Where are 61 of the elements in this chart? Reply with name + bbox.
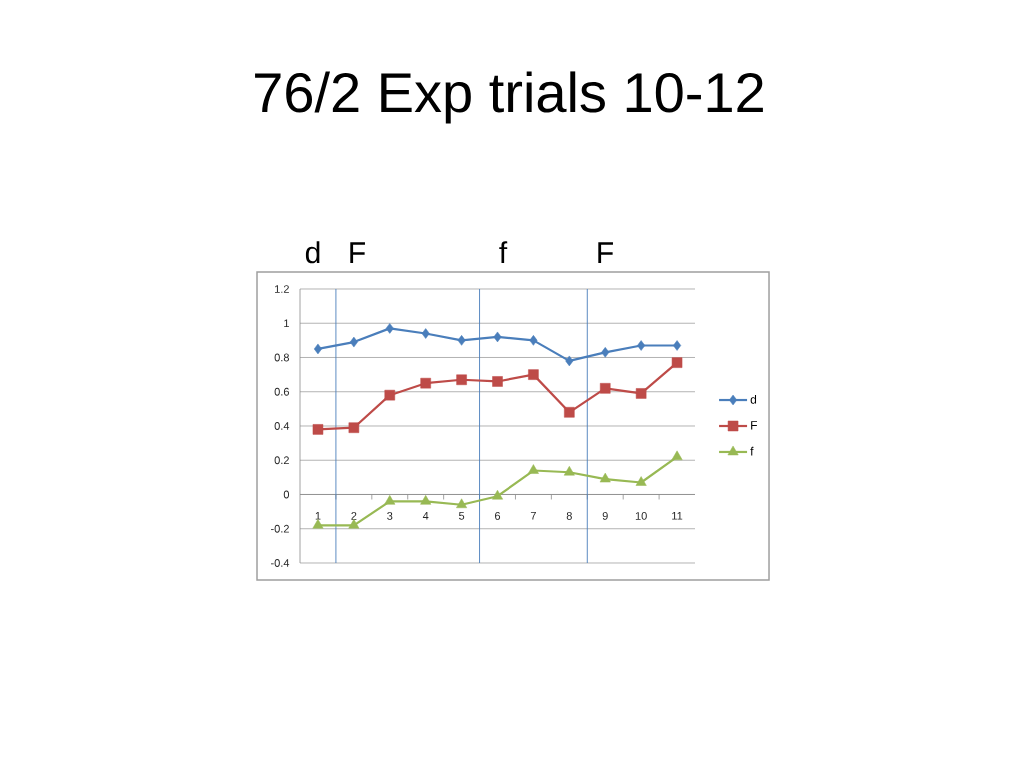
legend-label: f [750, 446, 754, 456]
point [635, 476, 647, 486]
point [637, 340, 646, 351]
y-tick-label: 0.4 [274, 422, 290, 430]
point [528, 369, 539, 380]
text: d [305, 241, 320, 264]
x-tick-label: 9 [602, 512, 608, 520]
y-tick-label: -0.4 [271, 559, 290, 567]
x-tick-label: 10 [635, 512, 647, 520]
point [456, 374, 467, 386]
x-tick-label: 2 [351, 512, 357, 520]
legend-label: d [750, 394, 757, 404]
point [312, 424, 324, 435]
y-tick-label: 0.8 [274, 353, 289, 362]
x-tick-label: 7 [530, 512, 536, 520]
legend-label: F [751, 421, 758, 430]
point [313, 343, 322, 355]
x-tick-label: 1 [315, 512, 321, 520]
point [457, 335, 466, 346]
point [599, 383, 611, 394]
point [348, 519, 360, 529]
x-tick-label: 8 [566, 512, 572, 520]
point [349, 336, 358, 348]
point [348, 422, 360, 433]
point [384, 389, 396, 401]
text: F [598, 242, 613, 263]
point [492, 376, 503, 387]
point [635, 388, 647, 399]
x-tick-label: 11 [672, 512, 683, 520]
point [527, 464, 539, 474]
point [673, 340, 682, 351]
point [385, 323, 394, 334]
point [563, 465, 575, 476]
point [420, 495, 432, 505]
point [601, 347, 610, 358]
point [671, 450, 683, 461]
point [529, 335, 538, 346]
point [384, 495, 396, 505]
x-tick-label: 4 [422, 512, 429, 520]
y-tick-label: 0 [283, 490, 290, 499]
text: f [499, 241, 508, 263]
point [493, 331, 502, 343]
chart-title: 76/2 Exp trials 10-12 [255, 71, 763, 124]
text: F [350, 242, 365, 263]
x-tick-label: 5 [458, 512, 465, 520]
point [420, 377, 431, 389]
y-tick-label: 0.2 [274, 456, 289, 465]
point [456, 498, 468, 509]
point [421, 328, 430, 339]
y-tick-label: 1 [284, 319, 289, 328]
point [565, 355, 574, 367]
x-tick-label: 3 [387, 512, 393, 520]
point [492, 489, 503, 500]
y-tick-label: 0.6 [274, 387, 289, 396]
point [564, 407, 575, 418]
point [671, 357, 683, 368]
x-tick-label: 6 [495, 512, 501, 520]
point [312, 519, 324, 529]
y-tick-label: -0.2 [271, 524, 289, 533]
point [599, 472, 611, 483]
y-tick-label: 1.2 [275, 285, 289, 293]
